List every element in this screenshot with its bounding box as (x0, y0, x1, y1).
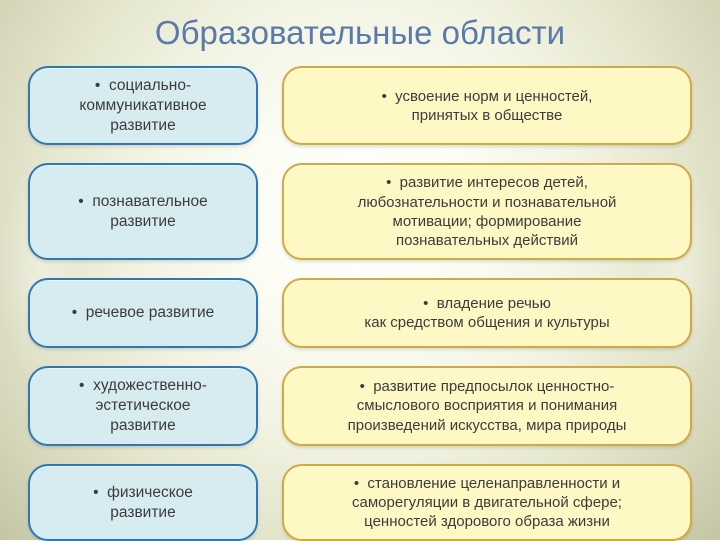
area-label-text: развитие (110, 503, 175, 523)
areas-grid: социально- коммуникативное развитие усво… (28, 66, 692, 541)
area-label-speech: речевое развитие (28, 278, 258, 348)
area-label-text: речевое развитие (72, 303, 215, 323)
area-desc-text: произведений искусства, мира природы (348, 416, 627, 435)
area-desc-text: владение речью (423, 294, 551, 313)
area-desc-cognitive: развитие интересов детей, любознательнос… (282, 163, 692, 260)
area-label-text: развитие (110, 416, 175, 436)
area-label-text: эстетическое (95, 396, 190, 416)
area-label-cognitive: познавательное развитие (28, 163, 258, 260)
area-desc-text: усвоение норм и ценностей, (382, 87, 593, 106)
area-label-text: коммуникативное (79, 96, 206, 116)
area-label-text: развитие (110, 212, 175, 232)
area-label-text: познавательное (78, 192, 207, 212)
area-desc-text: саморегуляции в двигательной сфере; (352, 493, 622, 512)
area-desc-text: развитие предпосылок ценностно- (360, 377, 615, 396)
area-label-text: развитие (110, 116, 175, 136)
area-desc-text: становление целенаправленности и (354, 474, 620, 493)
area-label-physical: физическое развитие (28, 464, 258, 541)
area-desc-text: любознательности и познавательной (358, 193, 617, 212)
area-desc-text: ценностей здорового образа жизни (364, 512, 610, 531)
area-desc-text: как средством общения и культуры (364, 313, 609, 332)
area-desc-physical: становление целенаправленности и саморег… (282, 464, 692, 541)
area-label-social: социально- коммуникативное развитие (28, 66, 258, 145)
area-desc-speech: владение речью как средством общения и к… (282, 278, 692, 348)
slide: Образовательные области социально- комму… (0, 0, 720, 540)
area-label-text: социально- (95, 76, 191, 96)
area-desc-social: усвоение норм и ценностей, принятых в об… (282, 66, 692, 145)
area-desc-art: развитие предпосылок ценностно- смыслово… (282, 366, 692, 445)
area-desc-text: смыслового восприятия и понимания (357, 396, 617, 415)
area-label-text: физическое (93, 483, 193, 503)
area-label-art: художественно- эстетическое развитие (28, 366, 258, 445)
area-desc-text: развитие интересов детей, (386, 173, 588, 192)
area-desc-text: мотивации; формирование познавательных д… (393, 212, 582, 250)
slide-title: Образовательные области (28, 14, 692, 52)
area-desc-text: принятых в обществе (412, 106, 563, 125)
area-label-text: художественно- (79, 376, 207, 396)
